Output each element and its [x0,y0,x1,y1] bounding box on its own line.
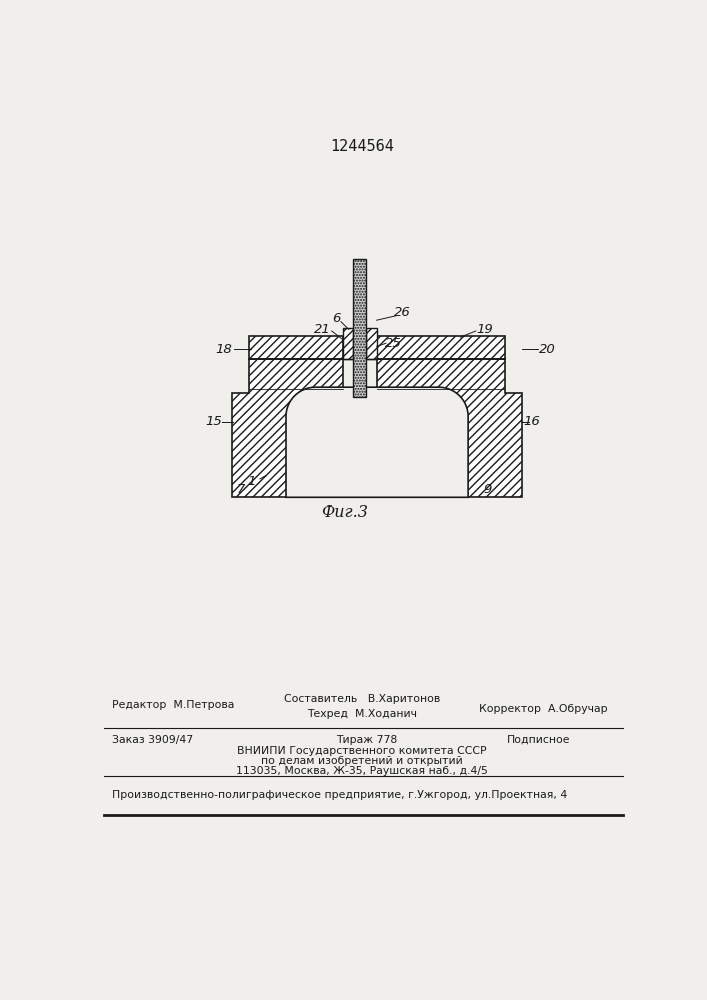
Text: по делам изобретений и открытий: по делам изобретений и открытий [261,756,463,766]
Text: 25: 25 [385,337,402,350]
Polygon shape [286,387,468,497]
Text: 9: 9 [484,483,491,496]
Text: Техред  М.Ходанич: Техред М.Ходанич [307,709,417,719]
Text: Заказ 3909/47: Заказ 3909/47 [112,735,193,745]
Text: 21: 21 [314,323,331,336]
Text: Фиг.3: Фиг.3 [321,504,368,521]
Text: Редактор  М.Петрова: Редактор М.Петрова [112,700,234,710]
Text: Корректор  А.Обручар: Корректор А.Обручар [479,704,607,714]
Text: Составитель   В.Харитонов: Составитель В.Харитонов [284,694,440,704]
Text: 20: 20 [539,343,556,356]
Text: 26: 26 [394,306,411,319]
Text: 6: 6 [332,312,341,325]
Text: Тираж 778: Тираж 778 [337,735,397,745]
Text: 113035, Москва, Ж-35, Раушская наб., д.4/5: 113035, Москва, Ж-35, Раушская наб., д.4… [236,766,488,776]
Polygon shape [366,328,377,359]
Polygon shape [232,359,522,497]
Text: 1244564: 1244564 [330,139,394,154]
Polygon shape [343,328,354,359]
Polygon shape [249,336,343,359]
Text: ВНИИПИ Государственного комитета СССР: ВНИИПИ Государственного комитета СССР [237,746,486,756]
Polygon shape [354,359,366,397]
Text: Производственно-полиграфическое предприятие, г.Ужгород, ул.Проектная, 4: Производственно-полиграфическое предприя… [112,790,567,800]
Text: 15: 15 [206,415,222,428]
Polygon shape [354,259,366,397]
Text: 1: 1 [247,475,255,488]
Text: 18: 18 [216,343,233,356]
Text: 7: 7 [237,483,245,496]
Text: 16: 16 [523,415,540,428]
Polygon shape [377,336,506,359]
Text: Подписное: Подписное [507,735,571,745]
Text: 19: 19 [477,323,493,336]
